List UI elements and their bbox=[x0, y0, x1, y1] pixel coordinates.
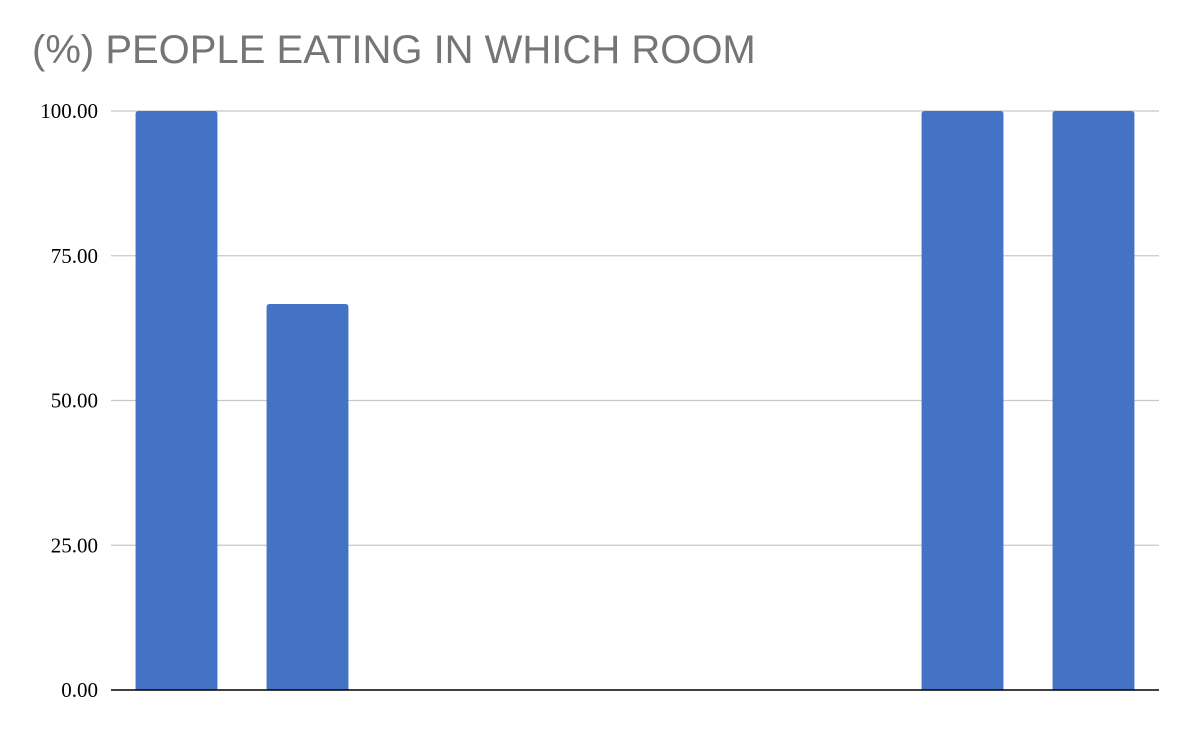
bar bbox=[921, 111, 1004, 690]
y-tick-label: 75.00 bbox=[51, 244, 98, 268]
chart-title: (%) PEOPLE EATING IN WHICH ROOM bbox=[32, 28, 756, 72]
y-tick-label: 0.00 bbox=[61, 678, 98, 702]
y-tick-label: 50.00 bbox=[51, 389, 98, 413]
bar bbox=[135, 111, 218, 690]
bar bbox=[266, 303, 349, 690]
bar bbox=[1052, 111, 1135, 690]
y-tick-label: 25.00 bbox=[51, 533, 98, 557]
y-tick-label: 100.00 bbox=[40, 99, 98, 123]
